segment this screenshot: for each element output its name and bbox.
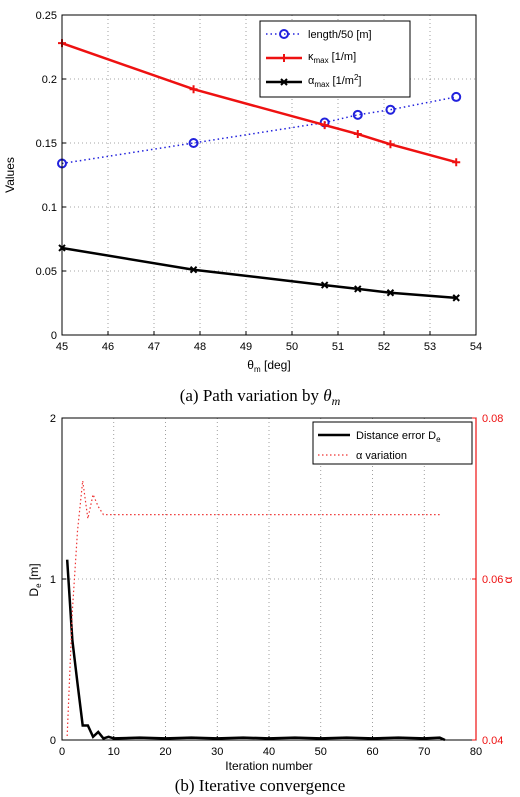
data-point-a-2 (386, 289, 395, 297)
ylabel-left-b: De [m] (27, 563, 43, 596)
data-point-a-1 (189, 85, 198, 94)
tick-label-y-right-b: 0.04 (482, 735, 503, 747)
data-point-a-0 (352, 109, 363, 120)
tick-label-x-b: 10 (108, 746, 120, 758)
tick-label-x-a: 45 (56, 341, 68, 353)
tick-label-x-b: 30 (211, 746, 223, 758)
tick-label-y-a: 0.1 (42, 202, 57, 214)
tick-label-x-a: 48 (194, 341, 206, 353)
data-point-a-0 (451, 91, 462, 102)
tick-label-x-a: 46 (102, 341, 114, 353)
data-point-a-2 (189, 266, 198, 274)
data-point-a-1 (386, 140, 395, 149)
tick-label-x-b: 60 (366, 746, 378, 758)
tick-label-x-a: 52 (378, 341, 390, 353)
ticks-b: 0 10 20 30 40 50 60 70 80 0 1 2 0.04 0.06 0.08 (50, 413, 504, 758)
legend-label-alpha: αmax [1/m2] (308, 73, 361, 89)
legend-a: length/50 [m] κmax [1/m] αmax [1/m2] (259, 20, 411, 98)
tick-label-x-a: 53 (424, 341, 436, 353)
series-b (65, 480, 446, 742)
data-point-a-2 (354, 285, 362, 293)
tick-label-x-a: 47 (148, 341, 160, 353)
xlabel-b: Iteration number (225, 759, 312, 773)
legend-label-length: length/50 [m] (308, 29, 372, 41)
grid-b (62, 418, 476, 740)
legend-label-kappa: κmax [1/m] (308, 51, 356, 65)
chart-path-variation: 45 46 47 48 49 50 51 52 53 5400.050.10.150.20.25 … (3, 10, 482, 408)
data-point-a-1 (353, 130, 362, 139)
series-line-a-2 (61, 246, 457, 300)
legend-entry-alpha-variation: α variation (318, 450, 407, 462)
ticks-a: 45 46 47 48 49 50 51 52 53 54 0 0.05 0.1 0.15 0.2 0.25 (36, 10, 483, 353)
tick-label-x-b: 50 (315, 746, 327, 758)
legend-entry-length: length/50 [m] (266, 29, 372, 41)
ylabel-a: Values (3, 157, 17, 193)
tick-label-y-a: 0.2 (42, 74, 57, 86)
legend-label-distance-error: Distance error De (356, 430, 441, 444)
data-point-a-1 (320, 121, 329, 130)
caption-a: (a) Path variation by θm (180, 386, 341, 408)
legend-b: Distance error De α variation (312, 421, 473, 465)
tick-label-y-a: 0 (51, 330, 57, 342)
tick-label-x-a: 49 (240, 341, 252, 353)
tick-label-x-b: 40 (263, 746, 275, 758)
xlabel-a: θm [deg] (247, 358, 290, 374)
tick-label-y-a: 0.05 (36, 266, 57, 278)
legend-entry-distance-error: Distance error De (318, 430, 441, 444)
legend-box-b (312, 421, 473, 465)
caption-b: (b) Iterative convergence (175, 776, 346, 795)
tick-label-x-b: 80 (470, 746, 482, 758)
tick-label-y-a: 0.15 (36, 138, 57, 150)
tick-label-y-a: 0.25 (36, 10, 57, 22)
tick-label-y-right-b: 0.06 (482, 574, 503, 586)
tick-label-x-b: 20 (159, 746, 171, 758)
tick-label-y-left-b: 2 (50, 413, 56, 425)
data-point-a-0 (385, 104, 396, 115)
series-line-b-0 (65, 559, 446, 742)
tick-label-y-right-b: 0.08 (482, 413, 503, 425)
tick-label-x-a: 50 (286, 341, 298, 353)
tick-label-x-b: 0 (59, 746, 65, 758)
data-point-a-1 (452, 158, 461, 167)
tick-label-x-a: 51 (332, 341, 344, 353)
series-a (57, 39, 462, 302)
tick-label-x-b: 70 (418, 746, 430, 758)
legend-entry-alpha: αmax [1/m2] (266, 73, 361, 89)
tick-label-y-left-b: 1 (50, 574, 56, 586)
tick-label-x-a: 54 (470, 341, 482, 353)
plot-frame-a (61, 14, 477, 336)
ylabel-right-b: α (501, 576, 515, 583)
data-point-a-2 (452, 294, 460, 302)
data-point-a-2 (320, 281, 329, 289)
series-line-a-1 (61, 41, 457, 164)
legend-label-alpha-variation: α variation (356, 450, 407, 462)
tick-label-y-left-b: 0 (50, 735, 56, 747)
legend-entry-kappa: κmax [1/m] (266, 51, 356, 65)
data-point-a-0 (188, 138, 199, 148)
grid-a (62, 15, 476, 335)
